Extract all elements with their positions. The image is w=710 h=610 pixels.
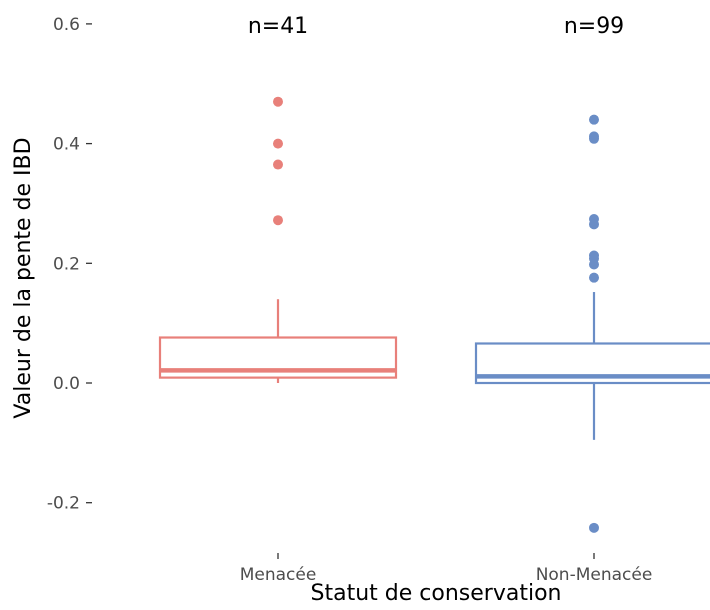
outlier-point [589,114,599,125]
x-tick-label: Non-Menacée [536,565,653,585]
box-group [474,114,710,533]
y-axis-title: Valeur de la pente de IBD [11,137,36,418]
x-tick-label: Menacée [240,565,317,585]
outlier-point [273,215,283,226]
y-tick-label: -0.2 [47,494,80,514]
y-tick-label: 0.4 [53,135,80,155]
y-tick-label: 0.2 [53,254,80,274]
outlier-point [589,272,599,283]
n-labels: n=41 n=99 [248,14,624,39]
outlier-point [273,159,283,170]
box-groups [158,96,710,533]
y-tick-label: 0.6 [53,15,80,35]
outlier-point [589,259,599,270]
y-axis: 0.6 0.4 0.2 0.0 -0.2 [47,15,92,514]
box-group [158,96,398,383]
outlier-point [589,522,599,533]
outlier-point [273,96,283,107]
x-axis-title: Statut de conservation [311,581,562,606]
n-label: n=99 [564,14,624,39]
outlier-point [589,219,599,230]
n-label: n=41 [248,14,308,39]
y-tick-label: 0.0 [53,374,80,394]
outlier-point [273,138,283,149]
x-axis: Menacée Non-Menacée [240,553,653,585]
outlier-point [589,133,599,144]
